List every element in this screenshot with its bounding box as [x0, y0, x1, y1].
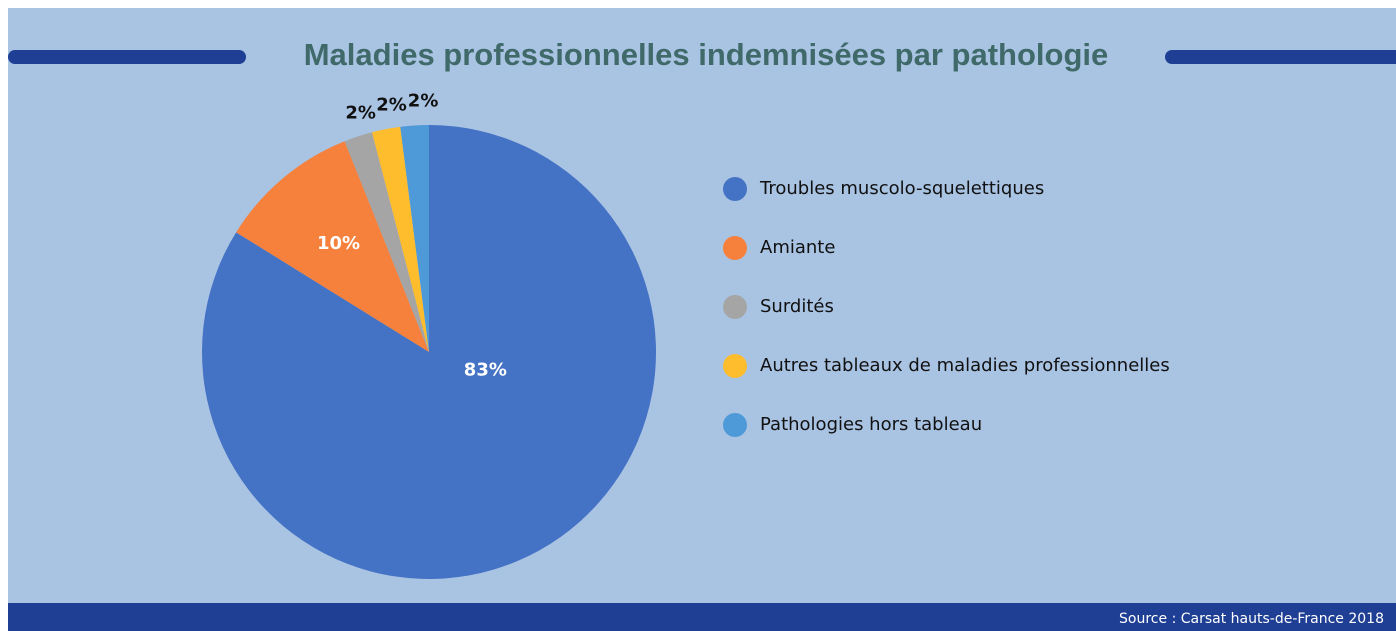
legend-label: Amiante [760, 237, 835, 258]
pie-slice [371, 126, 429, 352]
data-label: 2% [345, 103, 376, 124]
chart-title: Maladies professionnelles indemnisées pa… [304, 37, 1109, 72]
data-label: 83% [464, 359, 507, 380]
data-label: 10% [317, 233, 360, 254]
pie-slice [236, 141, 429, 352]
legend-swatch [723, 413, 747, 437]
pie-slice [344, 132, 429, 352]
title-bar-right [1165, 50, 1396, 64]
footer-bar [8, 603, 1396, 631]
legend-swatch [723, 295, 747, 319]
legend-label: Surdités [760, 296, 834, 317]
legend-label: Troubles muscolo-squelettiques [759, 178, 1044, 199]
legend-label: Pathologies hors tableau [760, 414, 982, 435]
pie-slice [201, 125, 656, 580]
legend-swatch [723, 236, 747, 260]
legend-swatch [723, 177, 747, 201]
legend-swatch [723, 354, 747, 378]
source: Source : Carsat hauts-de-France 2018 [1119, 611, 1384, 627]
data-label: 2% [408, 91, 439, 112]
title-bar-left [8, 50, 246, 64]
data-label: 2% [376, 95, 407, 116]
legend-label: Autres tableaux de maladies professionne… [760, 355, 1170, 376]
pie-slice [400, 125, 429, 352]
